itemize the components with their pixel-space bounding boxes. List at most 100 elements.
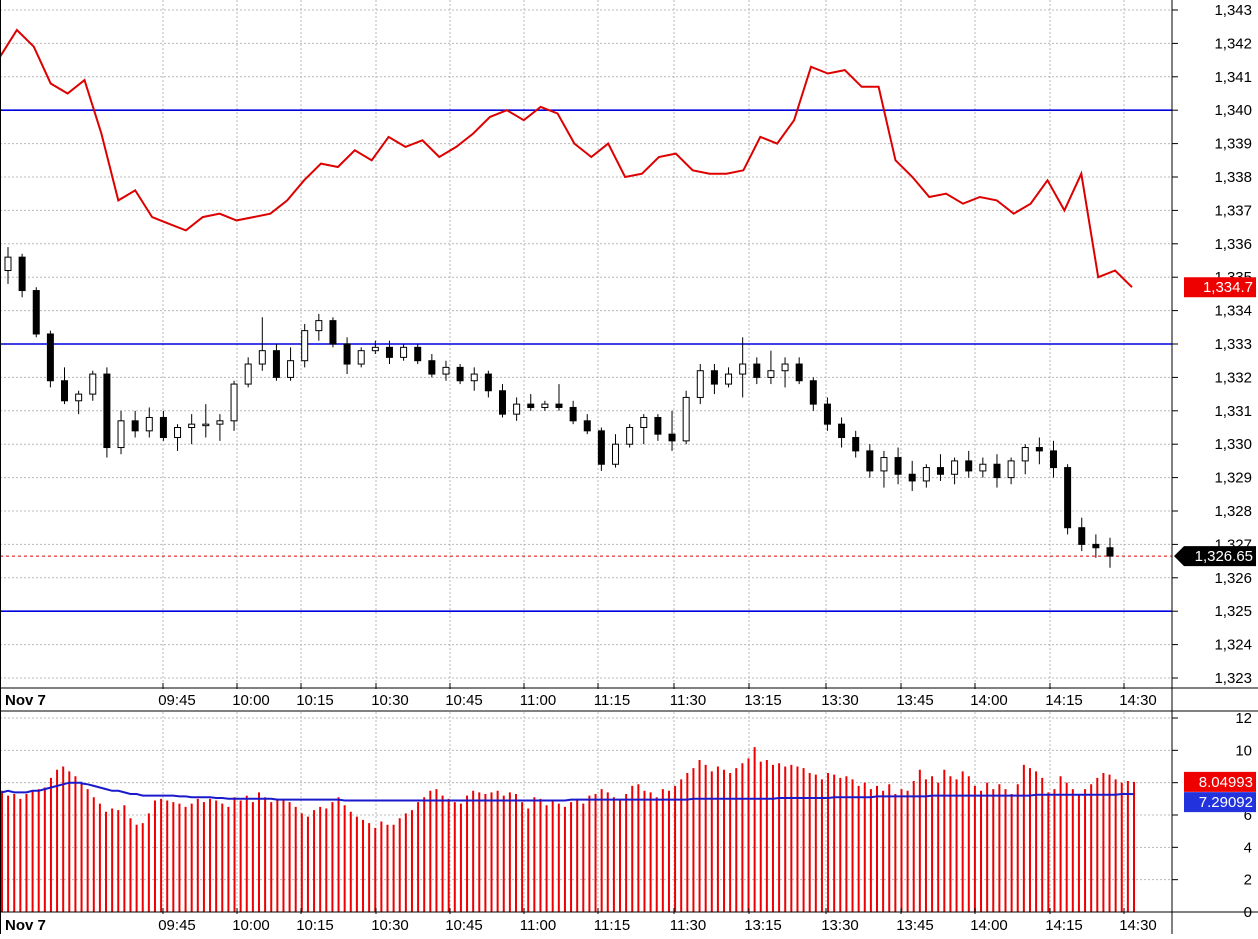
candle-body — [1064, 467, 1072, 529]
time-axis-tick-label: 11:15 — [594, 692, 630, 709]
candle-body — [1106, 547, 1114, 557]
time-axis-tick-label: 13:30 — [821, 692, 859, 709]
volume-average-last-tag-box — [1184, 792, 1256, 813]
volume-average-last-tag-text: 7.29092 — [1199, 794, 1253, 811]
red-line-last-tag: 1,334.7 — [1184, 277, 1256, 298]
candle-body — [922, 467, 930, 482]
candle — [287, 347, 295, 381]
candle-body — [513, 403, 521, 415]
candle — [484, 370, 492, 398]
candle — [272, 344, 280, 381]
time-axis-tick-label: 11:30 — [670, 917, 706, 934]
candle — [1092, 534, 1100, 558]
price-axis-tick-label: 1,324 — [1214, 637, 1252, 654]
volume-axis-tick-label: 10 — [1235, 742, 1252, 759]
candle — [470, 367, 478, 391]
time-axis-tick-label: 14:30 — [1119, 692, 1157, 709]
candle — [809, 377, 817, 411]
candle — [852, 430, 860, 458]
candle-body — [145, 416, 153, 432]
time-axis-tick-label: 11:15 — [594, 917, 630, 934]
price-axis-tick-label: 1,323 — [1214, 670, 1252, 687]
candle-body — [1092, 543, 1100, 549]
candle — [823, 397, 831, 431]
candle-body — [654, 416, 662, 435]
candle — [159, 410, 167, 441]
candle-body — [329, 320, 337, 345]
candle-body — [272, 350, 280, 378]
candle-body — [216, 420, 224, 425]
candle — [244, 357, 252, 388]
candle-body — [894, 457, 902, 475]
time-axis-tick-label: 10:15 — [296, 692, 334, 709]
candle — [357, 347, 365, 368]
candle-body — [32, 290, 40, 335]
candle-body — [456, 366, 464, 382]
candle — [682, 390, 690, 445]
candle — [513, 397, 521, 421]
candle — [767, 350, 775, 385]
candle-body — [498, 390, 506, 415]
candle — [103, 367, 111, 458]
candle — [908, 460, 916, 491]
candle-body — [668, 433, 676, 442]
candle-body — [612, 443, 620, 465]
candle — [753, 357, 761, 385]
price-axis-tick-label: 1,334 — [1214, 303, 1252, 320]
candle — [640, 414, 648, 445]
candle — [1035, 437, 1043, 465]
candle-body — [371, 346, 379, 352]
price-axis-tick-label: 1,326 — [1214, 570, 1252, 587]
candle — [371, 340, 379, 355]
volume-axis-tick-label: 12 — [1235, 710, 1252, 727]
candle — [414, 344, 422, 365]
candle-body — [541, 403, 549, 408]
candle — [597, 427, 605, 471]
volume-last-tag-box — [1184, 771, 1256, 792]
time-axis-tick-label: 13:45 — [896, 917, 934, 934]
time-axis-tick-label: 14:15 — [1045, 917, 1083, 934]
time-axis-tick-label: 11:00 — [520, 917, 556, 934]
candle-body — [131, 420, 139, 432]
candle — [838, 417, 846, 448]
time-axis-tick-label: 14:15 — [1045, 692, 1083, 709]
candle — [696, 364, 704, 405]
candle-body — [400, 346, 408, 358]
candle — [230, 380, 238, 431]
candle-body — [18, 256, 26, 292]
candle-body — [442, 366, 450, 375]
candle-body — [103, 373, 111, 449]
candle — [739, 337, 747, 398]
candle — [202, 404, 210, 438]
candle-body — [936, 467, 944, 475]
time-axis-tick-label: 13:45 — [896, 692, 934, 709]
candle-body — [484, 373, 492, 392]
time-axis-tick-label: 11:00 — [520, 692, 556, 709]
candle — [583, 414, 591, 435]
candle-body — [626, 427, 634, 445]
red-line-last-tag-text: 1,334.7 — [1203, 279, 1253, 296]
candle-body — [781, 363, 789, 372]
price-axis-tick-label: 1,338 — [1214, 169, 1252, 186]
candle — [555, 384, 563, 411]
time-axis-tick-label: Nov 7 — [5, 692, 46, 709]
candle-body — [979, 463, 987, 472]
candle — [1106, 537, 1114, 568]
candle-body — [287, 360, 295, 378]
candle — [385, 340, 393, 365]
price-axis-tick-label: 1,330 — [1214, 436, 1252, 453]
candle-body — [414, 346, 422, 362]
candle — [993, 454, 1001, 488]
candle-body — [951, 460, 959, 475]
price-axis-tick-label: 1,341 — [1214, 69, 1252, 86]
candle-body — [809, 380, 817, 405]
price-axis-tick-label: 1,328 — [1214, 503, 1252, 520]
time-axis-tick-label: 11:30 — [670, 692, 706, 709]
candle-body — [1049, 450, 1057, 469]
volume-axis-tick-label: 2 — [1244, 872, 1252, 889]
time-axis-tick-label: 10:30 — [371, 692, 409, 709]
time-axis-tick-label: 14:30 — [1119, 917, 1157, 934]
candle-body — [795, 363, 803, 382]
candle — [89, 370, 97, 401]
